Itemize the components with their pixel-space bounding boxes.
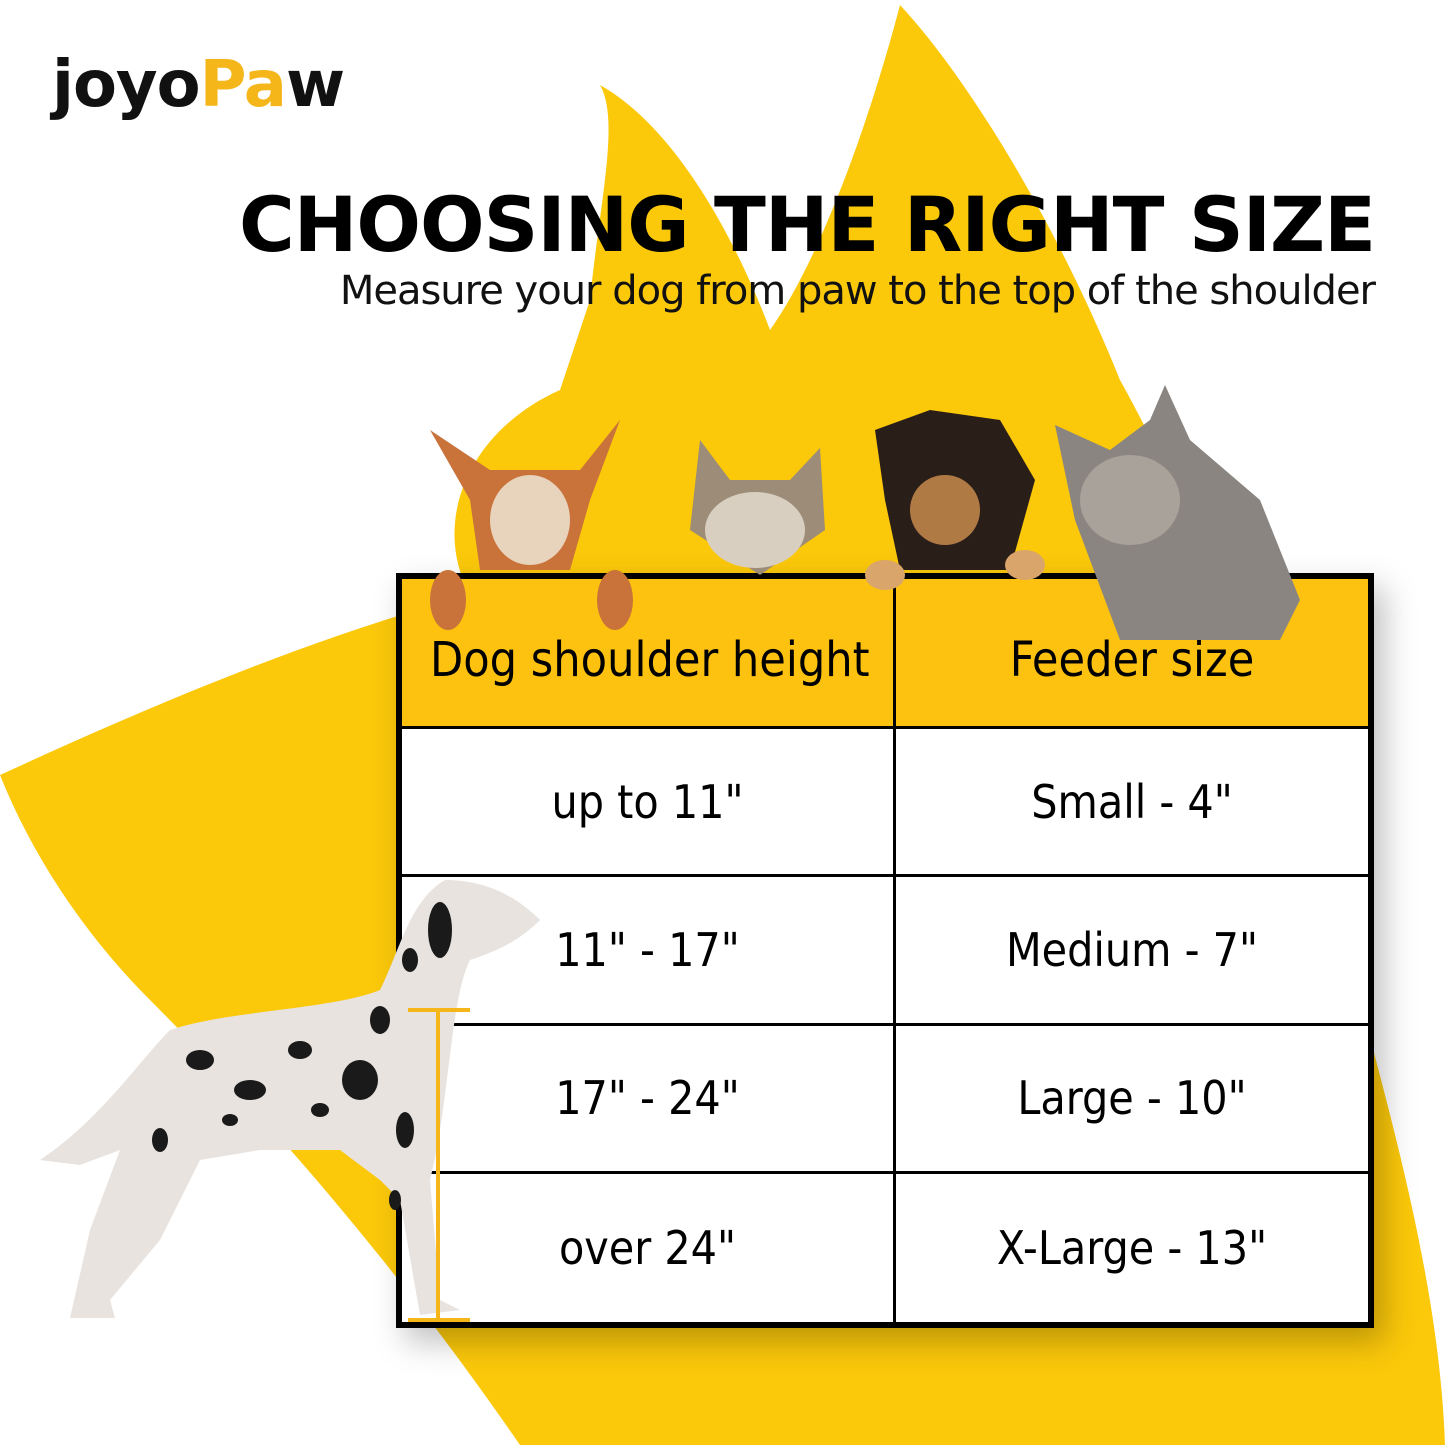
page-title: CHOOSING THE RIGHT SIZE: [239, 180, 1376, 269]
page-subtitle: Measure your dog from paw to the top of …: [339, 268, 1376, 314]
header-shoulder-height: Dog shoulder height: [402, 579, 896, 729]
brown-puppy-image: [430, 420, 633, 630]
table-cell-size: Medium - 7": [896, 877, 1368, 1026]
table-cell-height: over 24": [402, 1173, 896, 1322]
black-tan-puppy-image: [865, 410, 1045, 590]
table-cell-height: 17" - 24": [402, 1025, 896, 1174]
logo-text-pa: Pa: [199, 48, 287, 122]
pets-peeking-over-table: [430, 385, 1300, 640]
size-chart-table: Dog shoulder height Feeder size up to 11…: [396, 573, 1374, 1328]
logo-text-joyo: joyo: [52, 48, 201, 122]
table-cell-height: up to 11": [402, 729, 896, 878]
dalmatian-illustration: [40, 880, 540, 1322]
table-cell-height: 11" - 17": [402, 877, 896, 1026]
table-cell-size: X-Large - 13": [996, 1220, 1268, 1275]
joyopaw-logo: joyo Pa w: [52, 32, 345, 122]
table-cell-size: Small - 4": [896, 729, 1368, 878]
tabby-cat-image: [690, 440, 825, 575]
shoulder-height-marker: [408, 1008, 470, 1322]
table-cell-size: Large - 10": [896, 1026, 1368, 1174]
logo-text-w: w: [285, 48, 345, 122]
gray-cat-image: [1055, 385, 1300, 640]
